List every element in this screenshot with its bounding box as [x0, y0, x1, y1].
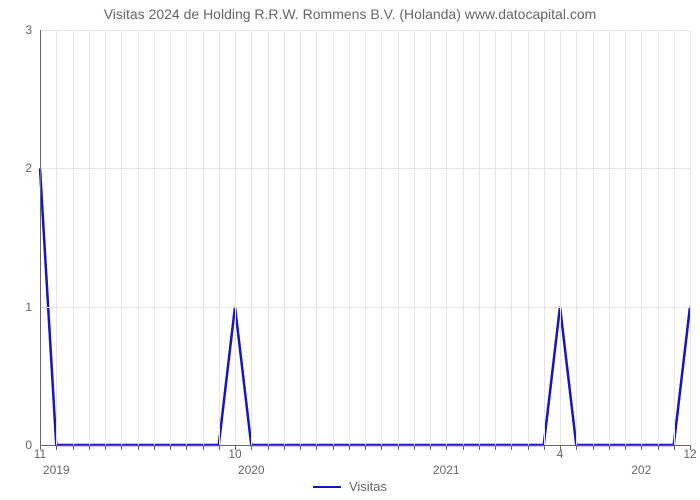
gridline-v — [544, 30, 545, 445]
legend: Visitas — [313, 479, 387, 494]
gridline-v — [73, 30, 74, 445]
gridline-v — [658, 30, 659, 445]
gridline-v — [609, 30, 610, 445]
y-tick-label: 3 — [25, 23, 40, 37]
gridline-v — [219, 30, 220, 445]
gridline-v — [625, 30, 626, 445]
x-value-label: 12 — [683, 445, 696, 461]
gridline-v — [235, 30, 236, 445]
y-tick-label: 1 — [25, 300, 40, 314]
gridline-v — [154, 30, 155, 445]
gridline-v — [349, 30, 350, 445]
gridline-v — [316, 30, 317, 445]
gridline-v — [641, 30, 642, 445]
chart-title: Visitas 2024 de Holding R.R.W. Rommens B… — [0, 6, 700, 22]
gridline-v — [284, 30, 285, 445]
legend-swatch — [313, 486, 341, 488]
gridline-v — [251, 30, 252, 445]
gridline-v — [268, 30, 269, 445]
gridline-v — [446, 30, 447, 445]
gridline-v — [479, 30, 480, 445]
gridline-v — [560, 30, 561, 445]
gridline-v — [105, 30, 106, 445]
plot-area: 01231110412201920202021202 — [40, 30, 690, 445]
gridline-v — [463, 30, 464, 445]
gridline-v — [381, 30, 382, 445]
gridline-v — [528, 30, 529, 445]
x-axis-line — [40, 445, 690, 446]
gridline-v — [121, 30, 122, 445]
gridline-v — [495, 30, 496, 445]
gridline-v — [593, 30, 594, 445]
gridline-v — [56, 30, 57, 445]
gridline-v — [170, 30, 171, 445]
gridline-v — [430, 30, 431, 445]
gridline-v — [89, 30, 90, 445]
gridline-v — [576, 30, 577, 445]
legend-label: Visitas — [349, 479, 387, 494]
gridline-v — [674, 30, 675, 445]
gridline-v — [690, 30, 691, 445]
gridline-v — [138, 30, 139, 445]
gridline-v — [414, 30, 415, 445]
gridline-v — [398, 30, 399, 445]
gridline-v — [333, 30, 334, 445]
gridline-v — [186, 30, 187, 445]
x-tick-label: 202 — [631, 445, 651, 477]
x-tick-label: 2021 — [433, 445, 460, 477]
x-tick-label: 2020 — [238, 445, 265, 477]
chart-container: Visitas 2024 de Holding R.R.W. Rommens B… — [0, 0, 700, 500]
y-tick-label: 2 — [25, 161, 40, 175]
gridline-v — [300, 30, 301, 445]
y-axis-line — [40, 30, 41, 445]
gridline-v — [511, 30, 512, 445]
gridline-v — [365, 30, 366, 445]
x-value-label: 4 — [557, 445, 564, 461]
gridline-v — [203, 30, 204, 445]
x-tick-label: 2019 — [43, 445, 70, 477]
